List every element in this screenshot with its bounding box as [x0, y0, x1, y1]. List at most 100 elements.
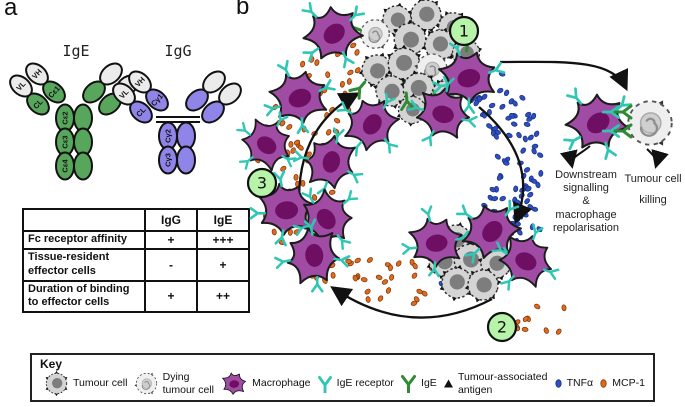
key-item-label: MCP-1 [612, 377, 645, 390]
tnfa-dot [494, 153, 501, 160]
tnfa-dot [538, 170, 544, 177]
mcp1-dot [395, 260, 402, 267]
mcp1-dot [333, 117, 341, 124]
key-item-tnfa: TNFα [554, 377, 593, 390]
tnfa-dot [506, 132, 513, 139]
tnfa-dot [499, 195, 506, 202]
mcp1-dot [339, 80, 345, 88]
mcp1-dot [411, 272, 418, 279]
ige-domain-c3: Cε3 [61, 135, 70, 148]
tumour-cell-icon [44, 371, 69, 396]
step-number: 2 [497, 318, 507, 337]
row-igg-value: + [144, 230, 198, 250]
mcp1-dot [522, 316, 529, 322]
step-number: 3 [257, 174, 267, 193]
tnfa-dot [516, 131, 522, 139]
mcp1-dot [521, 326, 529, 332]
tnfa-dot [489, 186, 496, 193]
mcp1-dot [352, 274, 358, 282]
tnfa-dot [499, 103, 506, 110]
key-item-label: TNFα [566, 377, 594, 390]
mcp1-dot [279, 120, 286, 127]
key-box: Key Tumour cell Dying tumour cell Macrop… [30, 353, 655, 402]
tumour-cell-killing-label: Tumour cell killing [624, 173, 682, 206]
key-item-label: Dying tumour cell [162, 371, 214, 396]
mcp1-dot [346, 78, 352, 85]
tnfa-dot [503, 89, 510, 97]
tnfa-dot [512, 100, 518, 107]
arrow-to-detail [499, 60, 629, 92]
panel-a-label: a [4, 0, 18, 21]
mcp1-dot [354, 49, 360, 56]
key-item-ige: IgE [400, 374, 437, 393]
mcp1-dot [364, 288, 371, 295]
tumour-associated-antigen-icon [443, 379, 453, 388]
mcp1-dot [375, 274, 383, 280]
mcp1-dot [350, 42, 357, 49]
panel-b-label: b [236, 0, 250, 20]
mcp1-dot [312, 194, 318, 201]
table-header-empty [22, 208, 146, 232]
ige-domain-c2: Cε2 [61, 111, 70, 124]
table-row: Duration of binding to effector cells + … [22, 279, 250, 313]
key-item-label: Macrophage [252, 377, 311, 390]
mcp1-dot [354, 67, 361, 74]
tnfa-dot [537, 152, 544, 158]
mcp1-dot [342, 90, 348, 98]
mcp1-dot [377, 295, 384, 302]
key-item-label: Tumour-associated antigen [457, 371, 548, 396]
key-item-tumour-associated-antigen: Tumour-associated antigen [443, 371, 548, 396]
mcp1-dot [360, 277, 368, 283]
tnfa-dot [493, 133, 499, 140]
step-number: 1 [459, 22, 469, 41]
tnfa-dot [491, 196, 499, 202]
mcp1-icon [600, 379, 607, 388]
mcp1-dot [389, 274, 395, 281]
tnfa-dot [497, 87, 504, 94]
tnfa-dot [513, 185, 519, 193]
mcp1-dot [293, 139, 301, 146]
key-item-ige-receptor: IgE receptor [317, 375, 394, 393]
mcp1-dot [297, 144, 304, 151]
tnfa-dot [510, 121, 518, 127]
tnfa-dot [525, 111, 532, 118]
row-ige-value: ++ [196, 279, 250, 313]
mcp1-dot [306, 151, 312, 158]
tnfa-dot [488, 102, 496, 109]
arrow-to-downstream [559, 145, 591, 169]
dying-tumour-cell [357, 17, 391, 51]
tnfa-dot [522, 135, 528, 143]
tnfa-dot [509, 112, 516, 119]
mcp1-dot [385, 287, 392, 294]
arrow-to-killing [646, 148, 669, 169]
mcp1-dot [345, 258, 352, 264]
macrophage-icon [220, 370, 249, 397]
mcp1-dot [287, 229, 293, 236]
tnfa-dot [530, 178, 538, 184]
mcp1-dot [366, 257, 373, 263]
mcp1-dot [314, 59, 320, 66]
ige-domain-c4: Cε4 [61, 159, 70, 173]
mcp1-dot [293, 173, 299, 181]
mcp1-dot [534, 303, 541, 310]
row-label: Fc receptor affinity [22, 230, 146, 250]
table-header-ige: IgE [196, 208, 250, 232]
key-item-mcp1: MCP-1 [599, 377, 645, 390]
downstream-signalling-label: Downstream signalling & macrophage repol… [552, 169, 620, 234]
key-item-dying-tumour-cell: Dying tumour cell [133, 371, 214, 396]
key-item-tumour-cell: Tumour cell [44, 371, 127, 396]
tnfa-dot [496, 174, 503, 181]
ige-icon [401, 375, 417, 393]
mcp1-dot [325, 129, 332, 136]
igg-antibody: IgG VL VH CL Cγ1 Cγ2 Cγ3 [112, 42, 242, 175]
tnfa-dot [527, 191, 534, 198]
key-item-label: IgE [421, 377, 437, 390]
key-items: Tumour cell Dying tumour cell Macrophage… [44, 370, 645, 397]
row-ige-value: +++ [196, 230, 250, 250]
mcp1-dot [354, 257, 361, 264]
key-item-label: IgE receptor [336, 377, 394, 390]
step-badge-1: 1 [448, 15, 480, 47]
mcp1-dot [328, 189, 336, 195]
step-badge-2: 2 [486, 311, 518, 343]
